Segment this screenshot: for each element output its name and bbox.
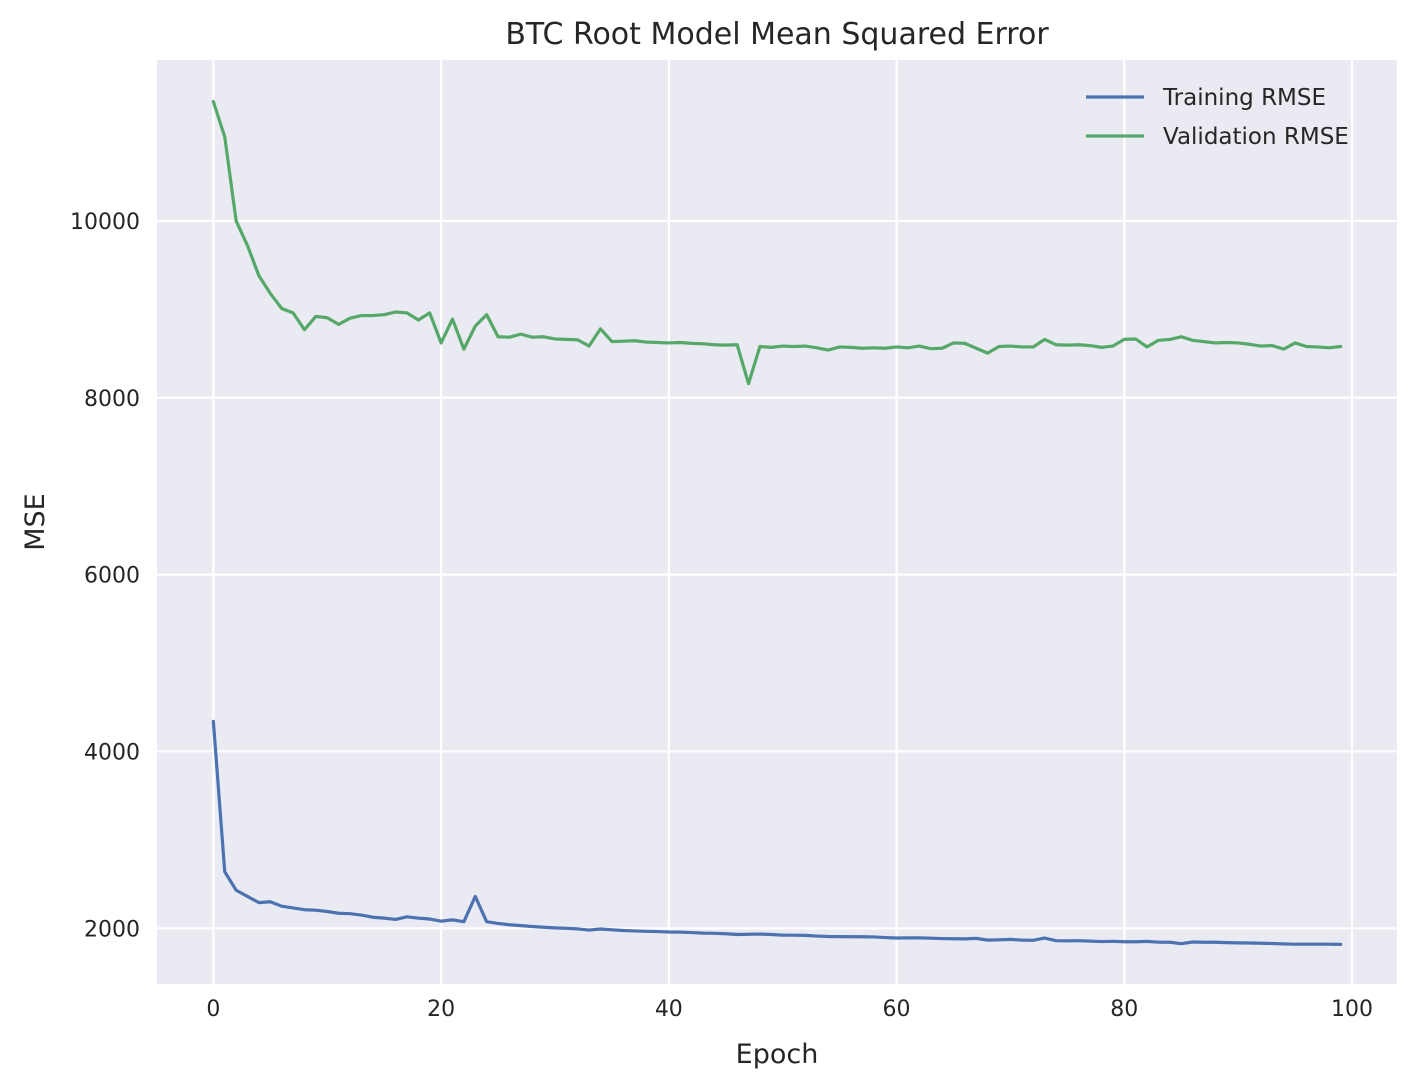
series-layer: [211, 99, 1343, 946]
x-tick-label: 40: [655, 997, 683, 1022]
legend: Training RMSE Validation RMSE: [1086, 85, 1349, 150]
y-tick-label: 2000: [84, 917, 140, 942]
x-tick-labels: 0 20 40 60 80 100: [206, 997, 1373, 1022]
y-tick-label: 10000: [70, 210, 140, 235]
y-axis-label: MSE: [20, 493, 51, 551]
series-line-training: [211, 719, 1343, 946]
y-tick-labels: 2000 4000 6000 8000 10000: [70, 210, 140, 942]
y-tick-label: 4000: [84, 740, 140, 765]
x-tick-label: 60: [883, 997, 911, 1022]
y-tick-label: 8000: [84, 387, 140, 412]
grid-lines: [157, 60, 1397, 984]
y-tick-label: 6000: [84, 564, 140, 589]
x-tick-label: 20: [427, 997, 455, 1022]
x-tick-label: 0: [206, 997, 220, 1022]
x-tick-label: 100: [1331, 997, 1373, 1022]
legend-label-training: Training RMSE: [1162, 85, 1326, 111]
legend-label-validation: Validation RMSE: [1163, 124, 1349, 150]
x-axis-label: Epoch: [736, 1039, 819, 1070]
plot-area: [157, 60, 1397, 984]
series-line-validation: [211, 99, 1343, 386]
x-tick-label: 80: [1110, 997, 1138, 1022]
chart-title: BTC Root Model Mean Squared Error: [505, 17, 1049, 52]
